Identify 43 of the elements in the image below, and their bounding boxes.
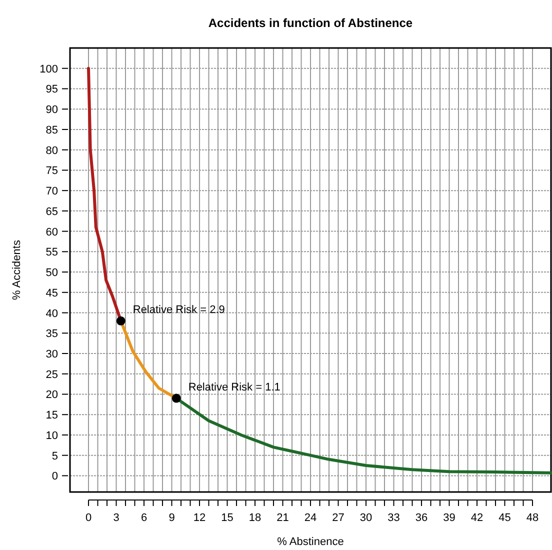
y-tick-label: 15: [46, 410, 58, 422]
y-tick-label: 55: [46, 246, 58, 259]
chart-title: Accidents in function of Abstinence: [208, 16, 413, 30]
y-tick-label: 25: [46, 368, 58, 381]
x-tick-label: 30: [360, 512, 372, 524]
x-tick-label: 15: [221, 512, 234, 524]
x-tick-label: 48: [526, 512, 539, 524]
annotation: Relative Risk = 1.1: [188, 381, 280, 394]
y-tick-label: 75: [46, 165, 58, 178]
x-tick-label: 33: [388, 512, 400, 524]
y-tick-label: 65: [46, 206, 58, 218]
x-tick-label: 3: [113, 512, 120, 524]
y-tick-label: 5: [52, 450, 58, 462]
x-tick-label: 6: [140, 512, 148, 524]
y-tick-label: 40: [46, 308, 58, 320]
x-tick-label: 21: [276, 512, 289, 524]
y-tick-label: 70: [46, 186, 58, 198]
y-tick-label: 90: [46, 104, 58, 116]
y-tick-label: 50: [46, 267, 58, 280]
y-tick-label: 10: [46, 430, 58, 442]
x-tick-label: 27: [332, 512, 344, 524]
y-tick-label: 95: [46, 84, 58, 96]
annotation: Relative Risk = 2.9: [132, 304, 225, 316]
y-tick-label: 0: [52, 470, 58, 483]
y-tick-label: 60: [46, 226, 58, 238]
y-axis-title: % Accidents: [11, 240, 23, 300]
y-tick-label: 45: [46, 287, 58, 300]
x-tick-label: 18: [248, 512, 262, 524]
y-tick-label: 80: [46, 144, 58, 157]
x-tick-label: 42: [470, 512, 484, 524]
y-tick-label: 100: [40, 63, 58, 76]
y-tick-label: 30: [46, 348, 58, 361]
x-tick-label: 12: [193, 512, 206, 524]
x-axis-title: % Abstinence: [277, 536, 344, 548]
x-tick-label: 0: [85, 512, 92, 524]
x-tick-label: 36: [415, 512, 428, 524]
y-tick-label: 35: [46, 328, 58, 340]
x-tick-label: 24: [304, 512, 317, 524]
x-tick-label: 9: [168, 512, 175, 524]
y-tick-label: 85: [46, 124, 58, 136]
y-tick-label: 20: [46, 389, 58, 402]
x-tick-label: 45: [498, 512, 511, 524]
x-tick-label: 39: [443, 512, 456, 524]
